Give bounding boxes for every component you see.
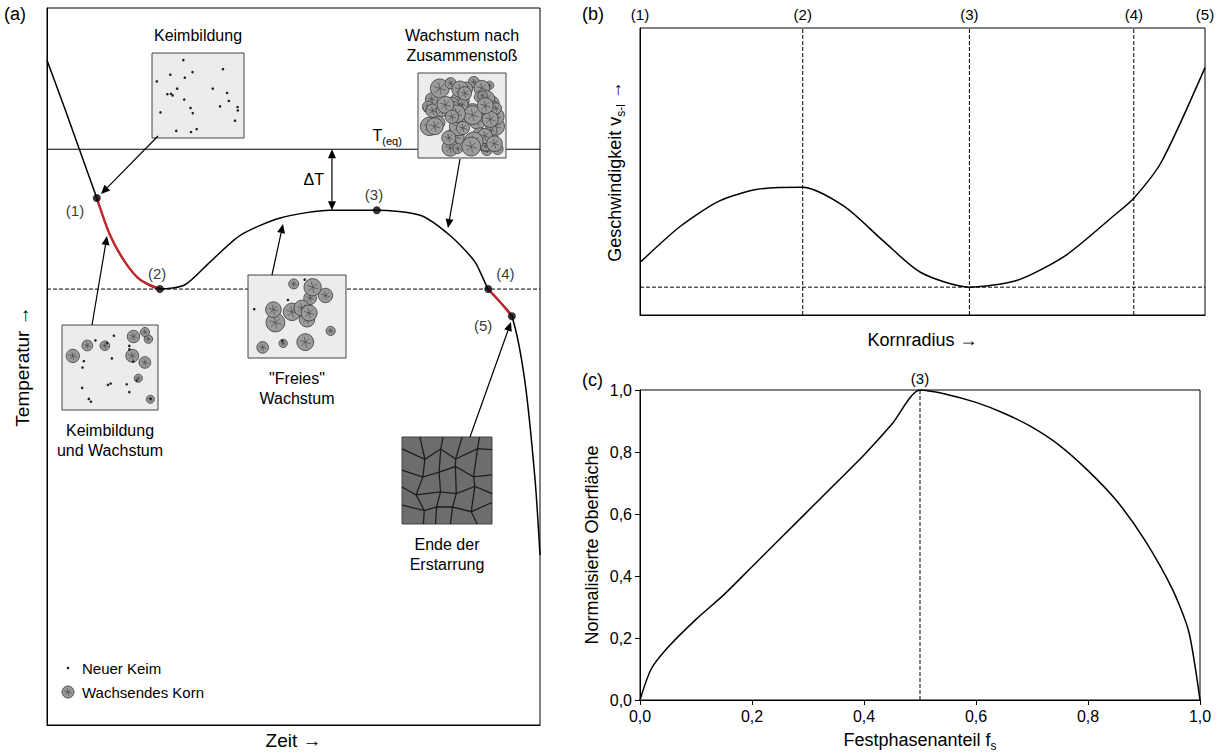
svg-text:0,0: 0,0 <box>610 692 632 709</box>
svg-text:Ende der: Ende der <box>415 536 481 553</box>
svg-text:(4): (4) <box>496 265 514 282</box>
svg-text:Keimbildung: Keimbildung <box>66 422 154 439</box>
svg-text:(1): (1) <box>66 202 84 219</box>
svg-text:0,4: 0,4 <box>853 708 875 725</box>
svg-text:1,0: 1,0 <box>610 382 632 399</box>
svg-text:Wachsendes Korn: Wachsendes Korn <box>82 684 204 701</box>
svg-text:0,2: 0,2 <box>610 630 632 647</box>
svg-text:(1): (1) <box>631 6 649 23</box>
svg-text:Wachstum: Wachstum <box>260 390 335 407</box>
svg-text:(4): (4) <box>1125 6 1143 23</box>
svg-text:0,4: 0,4 <box>610 568 632 585</box>
svg-text:0,6: 0,6 <box>610 506 632 523</box>
svg-text:(3): (3) <box>911 370 929 387</box>
svg-text:"Freies": "Freies" <box>269 370 325 387</box>
svg-text:1,0: 1,0 <box>1189 708 1211 725</box>
svg-text:(c): (c) <box>582 370 603 390</box>
svg-text:0,0: 0,0 <box>629 708 651 725</box>
svg-text:Geschwindigkeit v: Geschwindigkeit v <box>605 117 625 262</box>
svg-text:s-l: s-l <box>614 104 628 117</box>
svg-text:Kornradius →: Kornradius → <box>867 330 977 350</box>
svg-text:ΔT: ΔT <box>303 171 324 188</box>
svg-text:Festphasenanteil f: Festphasenanteil f <box>843 730 991 750</box>
svg-text:(5): (5) <box>474 317 492 334</box>
svg-text:Temperatur →: Temperatur → <box>12 306 33 426</box>
svg-text:0,6: 0,6 <box>965 708 987 725</box>
svg-text:T: T <box>372 127 382 144</box>
svg-text:(eq): (eq) <box>382 135 402 147</box>
svg-text:(2): (2) <box>794 6 812 23</box>
svg-text:Neuer Keim: Neuer Keim <box>82 660 161 677</box>
svg-text:Keimbildung: Keimbildung <box>154 27 242 44</box>
svg-text:s: s <box>991 739 997 753</box>
svg-text:0,8: 0,8 <box>1077 708 1099 725</box>
svg-text:Wachstum nach: Wachstum nach <box>405 27 519 44</box>
svg-text:und Wachstum: und Wachstum <box>57 442 163 459</box>
svg-text:(b): (b) <box>582 4 604 24</box>
svg-text:Normalisierte Oberfläche: Normalisierte Oberfläche <box>582 445 602 644</box>
svg-text:(a): (a) <box>4 4 26 24</box>
svg-text:(3): (3) <box>365 186 383 203</box>
svg-text:(5): (5) <box>1196 6 1214 23</box>
svg-text:Zeit →: Zeit → <box>266 730 322 751</box>
svg-text:→: → <box>605 81 625 104</box>
svg-text:Erstarrung: Erstarrung <box>410 556 485 573</box>
svg-text:(3): (3) <box>960 6 978 23</box>
svg-text:0,2: 0,2 <box>741 708 763 725</box>
svg-text:(2): (2) <box>148 265 166 282</box>
svg-text:Zusammenstoß: Zusammenstoß <box>406 47 517 64</box>
svg-text:0,8: 0,8 <box>610 444 632 461</box>
